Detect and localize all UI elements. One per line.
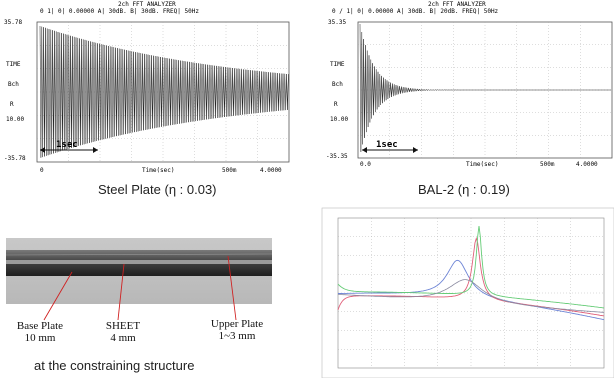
bal-caption: BAL-2 (η : 0.19) [418, 182, 510, 197]
base-plate-label: Base Plate 10 mm [10, 320, 70, 344]
x-start-label: 0 [40, 167, 44, 174]
arrow-label: 1sec [376, 140, 398, 150]
sheet-name: SHEET [105, 320, 141, 332]
upper-plate-dim: 1~3 mm [218, 330, 256, 342]
surface-highlight [5, 253, 273, 256]
base-plate-layer [6, 264, 272, 276]
bal-panel: 2ch FFT ANALYZER 0 / 1| 0| 0.00000 A| 30… [318, 0, 614, 210]
response-curve-green [337, 225, 605, 309]
y-ch-label: Bch [332, 81, 343, 88]
sheet-pointer [117, 263, 125, 321]
analyzer-header: 0 / 1| 0| 0.00000 A| 30dB. B| 20dB. FREQ… [332, 8, 499, 15]
y-min-label: -35.78 [4, 155, 26, 162]
steel-plate-caption: Steel Plate (η : 0.03) [98, 182, 217, 197]
x-ms-label: 500m [540, 161, 555, 168]
bal-decay-plot: 2ch FFT ANALYZER 0 / 1| 0| 0.00000 A| 30… [326, 1, 613, 168]
sheet-dim: 4 mm [110, 332, 136, 344]
decay-trace [39, 25, 289, 158]
base-plate-pointer [43, 271, 73, 321]
x-end-label: 4.0000 [576, 161, 598, 168]
y-r-label: R [10, 101, 14, 108]
response-curve-blue [338, 259, 605, 321]
upper-plate-name: Upper Plate [210, 318, 264, 330]
analyzer-title: 2ch FFT ANALYZER [118, 1, 176, 8]
response-curve-gray [338, 279, 605, 313]
base-plate-dim: 10 mm [24, 332, 56, 344]
analyzer-title: 2ch FFT ANALYZER [428, 1, 486, 8]
arrow-label: 1sec [56, 140, 78, 150]
y-max-label: 35.78 [4, 19, 22, 26]
steel-plate-decay-plot: 2ch FFT ANALYZER 0 1| 0| 0.00000 A| 30dB… [4, 1, 290, 174]
upper-plate-layer [6, 250, 272, 260]
x-axis-label: Time(sec) [466, 161, 499, 168]
x-ms-label: 500m [222, 167, 237, 174]
x-end-label: 4.0000 [260, 167, 282, 174]
photo-caption: at the constraining structure [34, 358, 195, 373]
y-time-label: TIME [6, 61, 21, 68]
y-ten-label: 10.00 [6, 116, 24, 123]
y-time-label: TIME [330, 61, 345, 68]
upper-plate-pointer [227, 255, 237, 321]
y-ten-label: 10.00 [330, 116, 348, 123]
y-max-label: 35.35 [328, 19, 346, 26]
constraining-structure-panel: Base Plate 10 mm SHEET 4 mm Upper Plate … [0, 222, 300, 378]
frequency-response-panel [321, 207, 614, 378]
sheet-layer [6, 260, 272, 264]
layered-plate-photo [5, 238, 273, 321]
y-min-label: -35.35 [326, 153, 348, 160]
x-axis-label: Time(sec) [142, 167, 175, 174]
analyzer-header: 0 1| 0| 0.00000 A| 30dB. B| 30dB. FREQ| … [40, 8, 199, 15]
upper-plate-label: Upper Plate 1~3 mm [202, 318, 272, 342]
x-start-label: 0.0 [360, 161, 371, 168]
y-r-label: R [334, 101, 338, 108]
y-ch-label: Bch [8, 81, 19, 88]
frequency-response-plot [321, 207, 614, 378]
decay-trace [359, 23, 612, 152]
steel-plate-panel: 2ch FFT ANALYZER 0 1| 0| 0.00000 A| 30dB… [0, 0, 300, 210]
sheet-label: SHEET 4 mm [98, 320, 148, 344]
base-plate-name: Base Plate [16, 320, 64, 332]
